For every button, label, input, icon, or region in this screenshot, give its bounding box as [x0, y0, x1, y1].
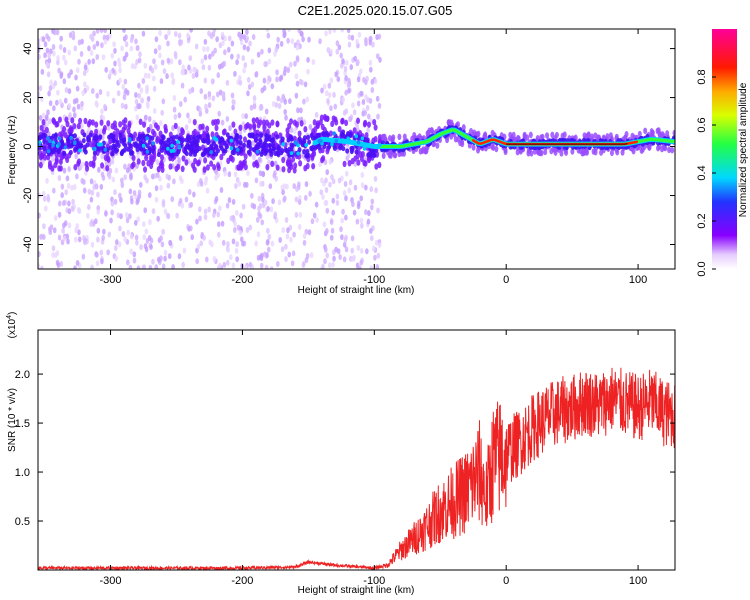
snr-x-tick-label: -100: [363, 575, 385, 587]
snr-x-ticks: -300 -200 -100 0 100: [100, 330, 647, 587]
spectrogram-y-tick-label: 20: [22, 91, 34, 103]
snr-panel: -300 -200 -100 0 100 0.5 1.0 1.5 2.0 Height of …: [6, 312, 676, 596]
spectrogram-y-tick-label: -40: [22, 237, 34, 253]
spectrogram-y-tick-label: -20: [22, 188, 34, 204]
snr-series-line: [38, 367, 675, 570]
snr-y-tick-label: 1.5: [15, 418, 30, 430]
spectrogram-x-tick-label: -300: [100, 274, 122, 286]
spectrogram-heatmap: [38, 29, 675, 269]
colorbar-ticks: 0.0 0.2 0.4 0.6 0.8: [696, 69, 716, 277]
snr-x-tick-label: -300: [100, 575, 122, 587]
spectrogram-x-label: Height of straight line (km): [298, 285, 415, 296]
spectrogram-y-ticks: -40 -20 0 20 40: [22, 42, 675, 252]
snr-x-tick-label: 0: [503, 575, 509, 587]
snr-y-label: SNR (10 * v/v): [7, 388, 18, 452]
snr-y-tick-label: 0.5: [15, 516, 30, 528]
snr-x-tick-label: 100: [629, 575, 647, 587]
colorbar: 0.0 0.2 0.4 0.6 0.8 Normalized spectral ampl…: [696, 29, 749, 277]
spectrogram-y-tick-label: 40: [22, 42, 34, 54]
colorbar-tick-label: 0.8: [696, 69, 708, 84]
spectrogram-x-tick-label: 0: [503, 274, 509, 286]
chart-title: C2E1.2025.020.15.07.G05: [297, 3, 453, 18]
colorbar-tick-label: 0.4: [696, 165, 708, 180]
spectrogram-y-tick-label: 0: [22, 143, 34, 149]
snr-y-tick-label: 1.0: [15, 467, 30, 479]
colorbar-tick-label: 0.0: [696, 261, 708, 276]
colorbar-tick-label: 0.2: [696, 213, 708, 228]
spectrogram-frame: [37, 28, 676, 270]
snr-y-tick-label: 2.0: [15, 369, 30, 381]
snr-x-tick-label: -200: [231, 575, 253, 587]
spectrogram-x-tick-label: -200: [231, 274, 253, 286]
spectrogram-y-label: Frequency (Hz): [7, 116, 18, 185]
colorbar-label: Normalized spectral amplitude: [738, 82, 749, 217]
spectrogram-x-tick-label: 100: [629, 274, 647, 286]
colorbar-tick-label: 0.6: [696, 117, 708, 132]
colorbar-gradient: [712, 29, 737, 269]
snr-scale-label: (x104): [6, 312, 18, 339]
spectrogram-x-ticks: -300 -200 -100 0 100: [100, 29, 647, 286]
snr-frame: [37, 329, 676, 571]
spectrogram-x-tick-label: -100: [363, 274, 385, 286]
snr-y-ticks: 0.5 1.0 1.5 2.0: [15, 369, 675, 528]
snr-x-label: Height of straight line (km): [298, 585, 415, 596]
